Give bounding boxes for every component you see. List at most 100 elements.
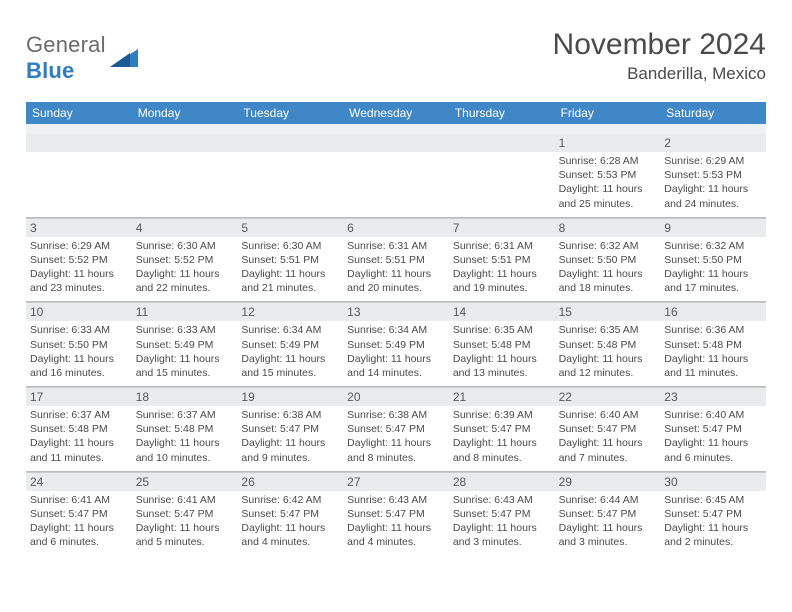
sunset-text: Sunset: 5:50 PM — [30, 338, 128, 352]
daylight-text: Daylight: 11 hours and 15 minutes. — [241, 352, 339, 380]
day-number: 29 — [555, 473, 661, 491]
day-cell: 2Sunrise: 6:29 AMSunset: 5:53 PMDaylight… — [660, 134, 766, 217]
day-cell — [26, 134, 132, 217]
day-number: 11 — [132, 303, 238, 321]
daylight-text: Daylight: 11 hours and 19 minutes. — [453, 267, 551, 295]
day-cell: 29Sunrise: 6:44 AMSunset: 5:47 PMDayligh… — [555, 473, 661, 556]
day-cell: 18Sunrise: 6:37 AMSunset: 5:48 PMDayligh… — [132, 388, 238, 471]
dow-sunday: Sunday — [26, 102, 132, 124]
sunrise-text: Sunrise: 6:40 AM — [664, 408, 762, 422]
sunset-text: Sunset: 5:47 PM — [664, 507, 762, 521]
daylight-text: Daylight: 11 hours and 23 minutes. — [30, 267, 128, 295]
day-info: Sunrise: 6:40 AMSunset: 5:47 PMDaylight:… — [555, 406, 661, 471]
day-number: 26 — [237, 473, 343, 491]
day-info: Sunrise: 6:35 AMSunset: 5:48 PMDaylight:… — [449, 321, 555, 386]
daylight-text: Daylight: 11 hours and 10 minutes. — [136, 436, 234, 464]
day-info: Sunrise: 6:31 AMSunset: 5:51 PMDaylight:… — [449, 237, 555, 302]
day-info: Sunrise: 6:43 AMSunset: 5:47 PMDaylight:… — [343, 491, 449, 556]
day-number — [343, 134, 449, 152]
sunrise-text: Sunrise: 6:32 AM — [664, 239, 762, 253]
sunrise-text: Sunrise: 6:42 AM — [241, 493, 339, 507]
sunset-text: Sunset: 5:53 PM — [559, 168, 657, 182]
sunrise-text: Sunrise: 6:43 AM — [347, 493, 445, 507]
calendar: Sunday Monday Tuesday Wednesday Thursday… — [26, 102, 766, 555]
day-cell: 1Sunrise: 6:28 AMSunset: 5:53 PMDaylight… — [555, 134, 661, 217]
sunset-text: Sunset: 5:47 PM — [559, 507, 657, 521]
day-number: 23 — [660, 388, 766, 406]
day-number: 7 — [449, 219, 555, 237]
sunrise-text: Sunrise: 6:33 AM — [136, 323, 234, 337]
location: Banderilla, Mexico — [553, 64, 766, 84]
dow-wednesday: Wednesday — [343, 102, 449, 124]
day-cell: 4Sunrise: 6:30 AMSunset: 5:52 PMDaylight… — [132, 219, 238, 302]
sunset-text: Sunset: 5:52 PM — [136, 253, 234, 267]
sunset-text: Sunset: 5:47 PM — [136, 507, 234, 521]
daylight-text: Daylight: 11 hours and 3 minutes. — [453, 521, 551, 549]
day-cell — [132, 134, 238, 217]
day-number: 5 — [237, 219, 343, 237]
day-cell: 13Sunrise: 6:34 AMSunset: 5:49 PMDayligh… — [343, 303, 449, 386]
week-row: 24Sunrise: 6:41 AMSunset: 5:47 PMDayligh… — [26, 473, 766, 556]
logo-triangle-icon — [110, 45, 138, 72]
sunrise-text: Sunrise: 6:32 AM — [559, 239, 657, 253]
day-number: 13 — [343, 303, 449, 321]
day-cell: 16Sunrise: 6:36 AMSunset: 5:48 PMDayligh… — [660, 303, 766, 386]
sunrise-text: Sunrise: 6:41 AM — [30, 493, 128, 507]
daylight-text: Daylight: 11 hours and 22 minutes. — [136, 267, 234, 295]
sunrise-text: Sunrise: 6:34 AM — [241, 323, 339, 337]
sunrise-text: Sunrise: 6:35 AM — [453, 323, 551, 337]
day-number: 2 — [660, 134, 766, 152]
day-info: Sunrise: 6:31 AMSunset: 5:51 PMDaylight:… — [343, 237, 449, 302]
day-info: Sunrise: 6:41 AMSunset: 5:47 PMDaylight:… — [132, 491, 238, 556]
day-cell: 6Sunrise: 6:31 AMSunset: 5:51 PMDaylight… — [343, 219, 449, 302]
day-cell: 23 Sunrise: 6:40 AMSunset: 5:47 PMDayligh… — [660, 388, 766, 471]
day-number: 6 — [343, 219, 449, 237]
sunrise-text: Sunrise: 6:38 AM — [347, 408, 445, 422]
day-number: 17 — [26, 388, 132, 406]
day-number: 18 — [132, 388, 238, 406]
sunset-text: Sunset: 5:48 PM — [30, 422, 128, 436]
logo: General Blue — [26, 32, 138, 84]
day-info: Sunrise: 6:32 AMSunset: 5:50 PMDaylight:… — [660, 237, 766, 302]
day-info: Sunrise: 6:37 AMSunset: 5:48 PMDaylight:… — [26, 406, 132, 471]
day-cell: 15Sunrise: 6:35 AMSunset: 5:48 PMDayligh… — [555, 303, 661, 386]
dow-friday: Friday — [555, 102, 661, 124]
day-info: Sunrise: 6:44 AMSunset: 5:47 PMDaylight:… — [555, 491, 661, 556]
sunrise-text: Sunrise: 6:33 AM — [30, 323, 128, 337]
day-number: 8 — [555, 219, 661, 237]
daylight-text: Daylight: 11 hours and 20 minutes. — [347, 267, 445, 295]
sunset-text: Sunset: 5:49 PM — [347, 338, 445, 352]
day-number: 27 — [343, 473, 449, 491]
sunset-text: Sunset: 5:47 PM — [453, 422, 551, 436]
sunset-text: Sunset: 5:47 PM — [664, 422, 762, 436]
sunrise-text: Sunrise: 6:43 AM — [453, 493, 551, 507]
day-number — [26, 134, 132, 152]
sunset-text: Sunset: 5:50 PM — [559, 253, 657, 267]
day-info: Sunrise: 6:42 AMSunset: 5:47 PMDaylight:… — [237, 491, 343, 556]
day-info — [26, 152, 132, 160]
sunset-text: Sunset: 5:47 PM — [347, 507, 445, 521]
day-cell — [237, 134, 343, 217]
day-info: Sunrise: 6:30 AMSunset: 5:52 PMDaylight:… — [132, 237, 238, 302]
sunrise-text: Sunrise: 6:30 AM — [136, 239, 234, 253]
day-number — [132, 134, 238, 152]
day-info: Sunrise: 6:36 AMSunset: 5:48 PMDaylight:… — [660, 321, 766, 386]
day-number: 21 — [449, 388, 555, 406]
sunset-text: Sunset: 5:49 PM — [241, 338, 339, 352]
day-cell: 10Sunrise: 6:33 AMSunset: 5:50 PMDayligh… — [26, 303, 132, 386]
day-info: Sunrise: 6:32 AMSunset: 5:50 PMDaylight:… — [555, 237, 661, 302]
day-number: 10 — [26, 303, 132, 321]
sunset-text: Sunset: 5:48 PM — [664, 338, 762, 352]
day-cell: 14Sunrise: 6:35 AMSunset: 5:48 PMDayligh… — [449, 303, 555, 386]
daylight-text: Daylight: 11 hours and 11 minutes. — [30, 436, 128, 464]
day-number: 4 — [132, 219, 238, 237]
day-number: 30 — [660, 473, 766, 491]
day-cell: 22Sunrise: 6:40 AMSunset: 5:47 PMDayligh… — [555, 388, 661, 471]
day-cell: 7Sunrise: 6:31 AMSunset: 5:51 PMDaylight… — [449, 219, 555, 302]
day-cell: 9Sunrise: 6:32 AMSunset: 5:50 PMDaylight… — [660, 219, 766, 302]
day-number: 24 — [26, 473, 132, 491]
sunrise-text: Sunrise: 6:29 AM — [30, 239, 128, 253]
daylight-text: Daylight: 11 hours and 6 minutes. — [664, 436, 762, 464]
day-number: 25 — [132, 473, 238, 491]
day-number: 3 — [26, 219, 132, 237]
